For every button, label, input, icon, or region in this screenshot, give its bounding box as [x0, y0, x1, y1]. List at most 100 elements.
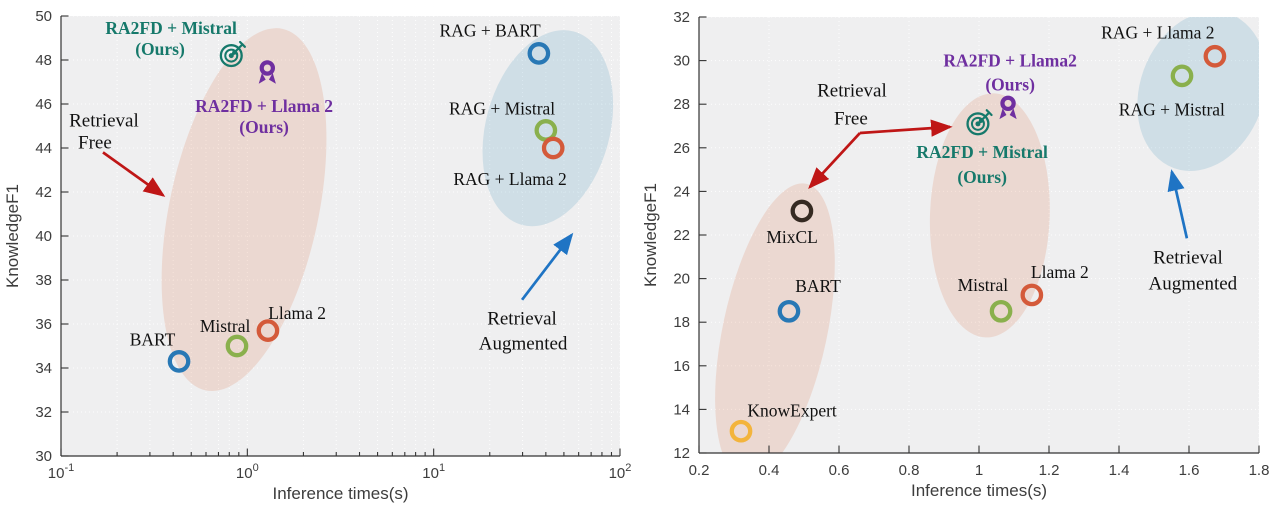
label-bart: BART [130, 329, 176, 349]
y-tick-label: 22 [673, 227, 690, 244]
ticks [698, 16, 1260, 454]
label-rag-bart: RAG + BART [440, 20, 541, 40]
ellipse-retrieval-augmented-group [1137, 17, 1259, 172]
marker-ra2fd-llama-2-ours [258, 60, 276, 84]
retrieval-augmented-arrow [520, 232, 574, 301]
ellipse-retrieval-augmented-group [482, 30, 614, 227]
y-tick-label: 40 [35, 228, 52, 245]
label-llama-2: Llama 2 [1031, 262, 1089, 282]
marker-knowexpert [729, 419, 753, 443]
y-tick-label: 38 [35, 272, 52, 289]
x-tick-label: 1.2 [1039, 462, 1060, 479]
y-tick-label: 18 [673, 314, 690, 331]
label-rag-llama-2: RAG + Llama 2 [453, 169, 566, 189]
y-tick-label: 44 [35, 140, 52, 157]
group-ellipses [161, 28, 614, 392]
marker-rag-bart [527, 42, 551, 65]
x-tick-label: 0.2 [689, 462, 710, 479]
x-tick-label: 102 [609, 462, 632, 482]
annotation-retrieval: Retrieval [69, 111, 139, 132]
label-mistral: Mistral [958, 275, 1009, 295]
y-tick-label: 24 [673, 183, 690, 200]
retrieval-free-arrow [102, 151, 166, 197]
marker-mistral [225, 334, 249, 358]
label-ra2fd-mistral-ours: (Ours) [135, 39, 185, 59]
y-tick-label: 48 [35, 52, 52, 69]
annotation-augmented: Augmented [479, 333, 568, 354]
ellipse-retrieval-free-group [161, 28, 327, 392]
annotation-retrieval: Retrieval [487, 309, 557, 330]
x-axis-label: Inference times(s) [272, 484, 408, 503]
group-ellipses [715, 17, 1259, 453]
y-tick-label: 28 [673, 96, 690, 113]
marker-mistral [989, 299, 1013, 323]
x-tick-label: 1 [975, 462, 983, 479]
x-tick-label: 0.6 [829, 462, 850, 479]
x-tick-label: 10-1 [48, 462, 74, 482]
marker-mixcl [790, 199, 814, 223]
label-bart: BART [795, 276, 841, 296]
annotation-augmented: Augmented [1149, 273, 1238, 294]
y-tick-label: 20 [673, 271, 690, 288]
right-plot: 0.2 0.4 0.6 0.8 1 1.2 1.4 1.6 1.8 12 14 16 18 20 22 24 2… [641, 9, 1270, 500]
left-plot: 10-1 100 101 102 30 32 34 36 38 40 42 44 46 48 50 Infer… [3, 8, 632, 503]
label-llama-2: Llama 2 [268, 303, 326, 323]
marker-bart [777, 299, 801, 323]
y-tick-label: 50 [35, 8, 52, 25]
label-ra2fd-mistral-ours: RA2FD + Mistral [105, 18, 237, 38]
y-tick-label: 16 [673, 358, 690, 375]
x-tick-label: 1.4 [1109, 462, 1130, 479]
marker-bart [167, 350, 191, 373]
x-tick-label: 0.8 [899, 462, 920, 479]
marker-rag-llama-2 [1203, 44, 1227, 68]
label-ra2fd-llama2-ours: (Ours) [985, 75, 1035, 95]
y-tick-label: 12 [673, 445, 690, 462]
annotation-retrieval: Retrieval [1153, 247, 1223, 268]
y-tick-label: 42 [35, 184, 52, 201]
label-ra2fd-mistral-ours: (Ours) [957, 167, 1007, 187]
marker-ra2fd-mistral-ours [219, 40, 246, 68]
label-ra2fd-llama-2-ours: RA2FD + Llama 2 [195, 96, 333, 116]
marker-llama-2 [256, 319, 280, 342]
ticks [60, 15, 621, 457]
marker-ra2fd-llama2-ours [999, 95, 1017, 120]
x-axis-label: Inference times(s) [911, 481, 1047, 500]
marker-rag-mistral [1170, 64, 1194, 88]
marker-llama-2 [1020, 283, 1044, 307]
x-tick-label: 1.6 [1179, 462, 1200, 479]
annotation-retrieval: Retrieval [817, 81, 887, 102]
label-rag-mistral: RAG + Mistral [1119, 100, 1225, 120]
y-tick-label: 32 [35, 404, 52, 421]
label-knowexpert: KnowExpert [747, 400, 837, 420]
y-tick-label: 36 [35, 316, 52, 333]
marker-rag-llama-2 [541, 136, 565, 160]
grid [699, 17, 1259, 453]
y-tick-label: 46 [35, 96, 52, 113]
x-tick-label: 1.8 [1249, 462, 1270, 479]
y-tick-label: 30 [35, 448, 52, 465]
label-mixcl: MixCL [766, 227, 818, 247]
x-tick-label: 0.4 [759, 462, 780, 479]
label-ra2fd-mistral-ours: RA2FD + Mistral [916, 142, 1048, 162]
label-mistral: Mistral [200, 316, 251, 336]
label-ra2fd-llama2-ours: RA2FD + Llama2 [943, 51, 1076, 71]
marker-ra2fd-mistral-ours [966, 109, 993, 136]
label-rag-llama-2: RAG + Llama 2 [1101, 22, 1214, 42]
y-tick-label: 32 [673, 9, 690, 26]
y-tick-label: 30 [673, 53, 690, 70]
y-tick-label: 34 [35, 360, 52, 377]
annotation-free: Free [78, 133, 112, 154]
retrieval-augmented-arrow [1167, 169, 1189, 239]
y-axis-label: KnowledgeF1 [3, 184, 22, 288]
ellipse-retrieval-free-group-a [715, 183, 835, 453]
retrieval-free-arrow [808, 132, 861, 190]
y-tick-label: 26 [673, 140, 690, 157]
y-tick-label: 14 [673, 401, 690, 418]
annotation-free: Free [834, 108, 868, 129]
label-rag-mistral: RAG + Mistral [449, 98, 555, 118]
y-axis-label: KnowledgeF1 [641, 183, 660, 287]
x-tick-label: 101 [422, 462, 445, 482]
x-tick-label: 100 [236, 462, 259, 482]
